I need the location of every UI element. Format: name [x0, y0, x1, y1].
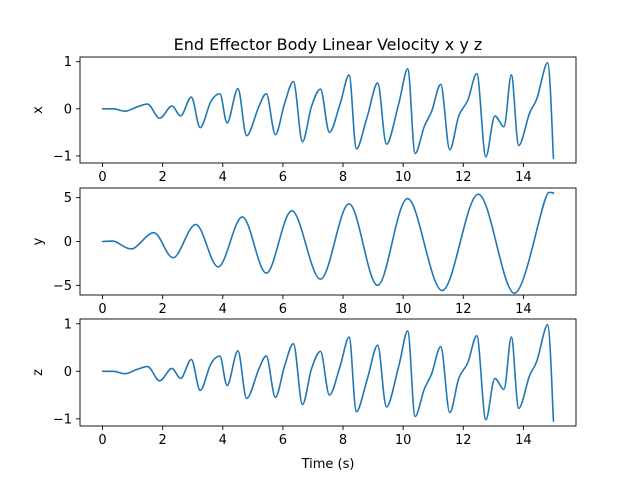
x-tick-label: 10: [395, 433, 412, 448]
subplot-y: 0 2 4 6 8 10 12 14 −5 0 5 y: [31, 187, 577, 317]
x-tick-label: 8: [339, 433, 347, 448]
x-tick-label: 12: [455, 170, 472, 185]
axes-frame-z: [79, 318, 577, 427]
x-tick-label: 0: [98, 302, 106, 317]
y-tick-label: 0: [64, 102, 72, 117]
x-tick-label: 6: [279, 170, 287, 185]
y-tick-label: 0: [64, 365, 72, 380]
chart-title: End Effector Body Linear Velocity x y z: [174, 35, 483, 54]
subplot-x: 0 2 4 6 8 10 12 14 −1 0 1 x: [31, 55, 577, 185]
y-axis-label-x: x: [31, 106, 46, 114]
y-axis-label-y: y: [31, 237, 46, 245]
x-tick-label: 14: [515, 170, 532, 185]
y-tick-label: −1: [53, 412, 72, 427]
x-tick-label: 4: [219, 170, 227, 185]
y-tick-label: 1: [64, 317, 72, 332]
x-tick-label: 4: [219, 302, 227, 317]
x-tick-label: 12: [455, 302, 472, 317]
x-tick-label: 14: [515, 302, 532, 317]
y-tick-label: −5: [53, 279, 72, 294]
x-tick-label: 8: [339, 302, 347, 317]
x-tick-label: 2: [159, 170, 167, 185]
x-tick-label: 6: [279, 433, 287, 448]
axes-frame-x: [79, 56, 577, 164]
y-tick-label: 0: [64, 235, 72, 250]
x-tick-label: 10: [395, 170, 412, 185]
y-tick-label: 1: [64, 55, 72, 70]
x-tick-label: 0: [98, 433, 106, 448]
x-tick-label: 0: [98, 170, 106, 185]
series-line-y: [101, 191, 555, 295]
axes-frame-y: [79, 187, 577, 296]
y-tick-label: −1: [53, 149, 72, 164]
series-line-x: [101, 61, 555, 160]
x-tick-label: 8: [339, 170, 347, 185]
x-tick-label: 2: [159, 302, 167, 317]
subplot-z: 0 2 4 6 8 10 12 14 −1 0 1 z: [31, 317, 577, 448]
x-tick-label: 2: [159, 433, 167, 448]
x-tick-label: 6: [279, 302, 287, 317]
x-tick-label: 10: [395, 302, 412, 317]
x-tick-label: 12: [455, 433, 472, 448]
y-tick-label: 5: [64, 191, 72, 206]
x-tick-label: 14: [515, 433, 532, 448]
y-axis-label-z: z: [31, 369, 46, 376]
series-line-z: [101, 323, 555, 423]
x-axis-label: Time (s): [301, 457, 355, 472]
x-tick-label: 4: [219, 433, 227, 448]
